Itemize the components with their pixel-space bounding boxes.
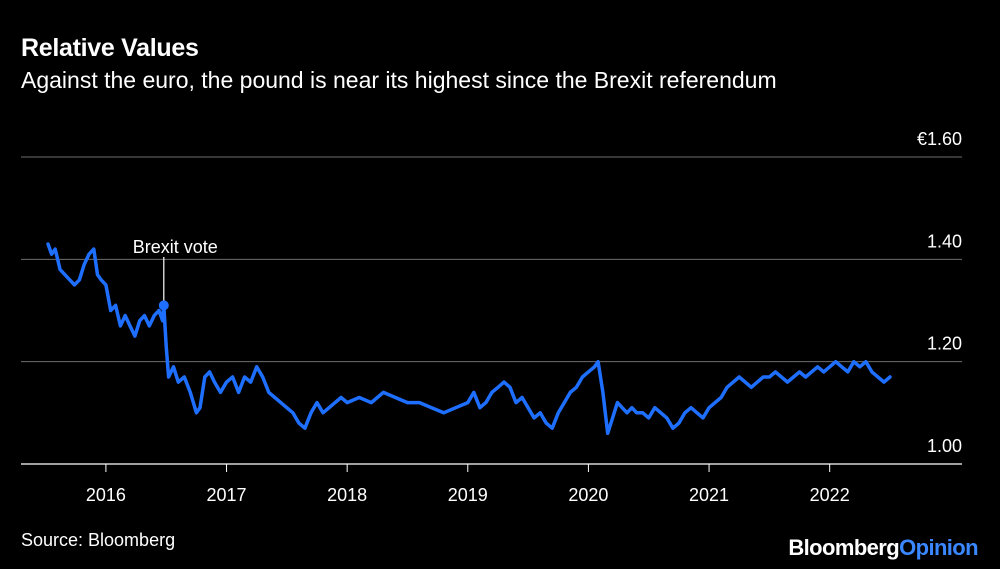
source-note: Source: Bloomberg xyxy=(21,530,176,550)
y-tick-labels: €1.60 1.40 1.20 1.00 xyxy=(917,129,962,456)
series-layer xyxy=(46,242,892,436)
y-tick-label: 1.20 xyxy=(927,334,962,354)
x-tick-label: 2017 xyxy=(207,485,247,505)
y-tick-label: €1.60 xyxy=(917,129,962,149)
x-axis: 2016 2017 2018 2019 2020 2021 2022 xyxy=(86,464,850,505)
x-tick-label: 2016 xyxy=(86,485,126,505)
y-tick-label: 1.00 xyxy=(927,436,962,456)
x-tick-label: 2021 xyxy=(689,485,729,505)
y-tick-label: 1.40 xyxy=(927,231,962,251)
brand-main: Bloomberg xyxy=(788,535,900,560)
annotation-point xyxy=(158,300,169,311)
chart-title: Relative Values xyxy=(21,34,199,62)
chart-subtitle: Against the euro, the pound is near its … xyxy=(21,67,777,93)
x-tick-label: 2022 xyxy=(810,485,850,505)
x-tick-label: 2020 xyxy=(568,485,608,505)
grid-lines xyxy=(21,156,962,465)
annotation-label: Brexit vote xyxy=(133,237,218,257)
annotation-layer: Brexit vote xyxy=(133,237,218,311)
x-tick-label: 2019 xyxy=(448,485,488,505)
x-tick-label: 2018 xyxy=(327,485,367,505)
brand-logo: BloombergOpinion xyxy=(788,535,978,561)
brand-accent: Opinion xyxy=(899,535,979,560)
series-line xyxy=(46,242,892,436)
